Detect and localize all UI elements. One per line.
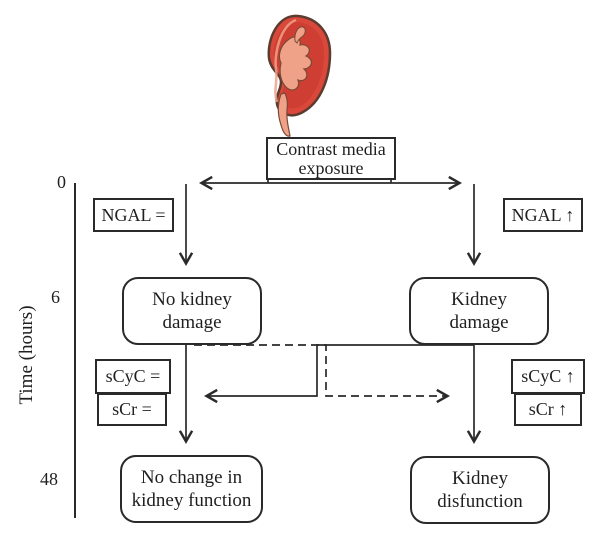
dashed-crossover-arrow [194,344,450,404]
node-no-change: No change in kidney function [120,455,263,523]
node-no-kidney-damage-line2: damage [162,312,222,333]
tick-6: 6 [51,287,60,307]
node-no-kidney-damage: No kidney damage [122,277,262,345]
kidney-artery-branch [294,26,306,44]
exposure-box-line2: exposure [298,157,364,178]
node-no-kidney-damage-line1: No kidney [152,289,232,310]
node-kidney-disfunction-line2: disfunction [437,491,523,512]
kidney-capsule-highlight [274,18,297,103]
kidney-pelvis [278,36,312,91]
scr-equal-box: sCr = [97,393,167,426]
tick-48: 48 [40,469,58,489]
ngal-up-box: NGAL ↑ [503,198,583,232]
node-no-change-line1: No change in [140,467,243,488]
node-kidney-disfunction-line1: Kidney [452,468,508,489]
ngal-equal-box: NGAL = [93,198,174,232]
scyc-up-box: sCyC ↑ [511,359,585,394]
scyc-equal-box: sCyC = [95,359,171,394]
node-kidney-damage-line2: damage [449,312,509,333]
scr-up-box: sCr ↑ [514,393,582,426]
kidney-ureter [277,92,291,137]
solid-crossover-arrow [204,344,474,404]
node-kidney-damage: Kidney damage [409,277,549,345]
kidney-illustration [267,14,332,137]
node-no-change-line2: kidney function [131,490,252,511]
exposure-box: Contrast media exposure [266,137,396,180]
node-kidney-damage-line1: Kidney [451,289,507,310]
tick-0: 0 [57,172,66,192]
node-kidney-disfunction: Kidney disfunction [410,456,550,524]
exposure-box-line1: Contrast media [276,138,386,159]
